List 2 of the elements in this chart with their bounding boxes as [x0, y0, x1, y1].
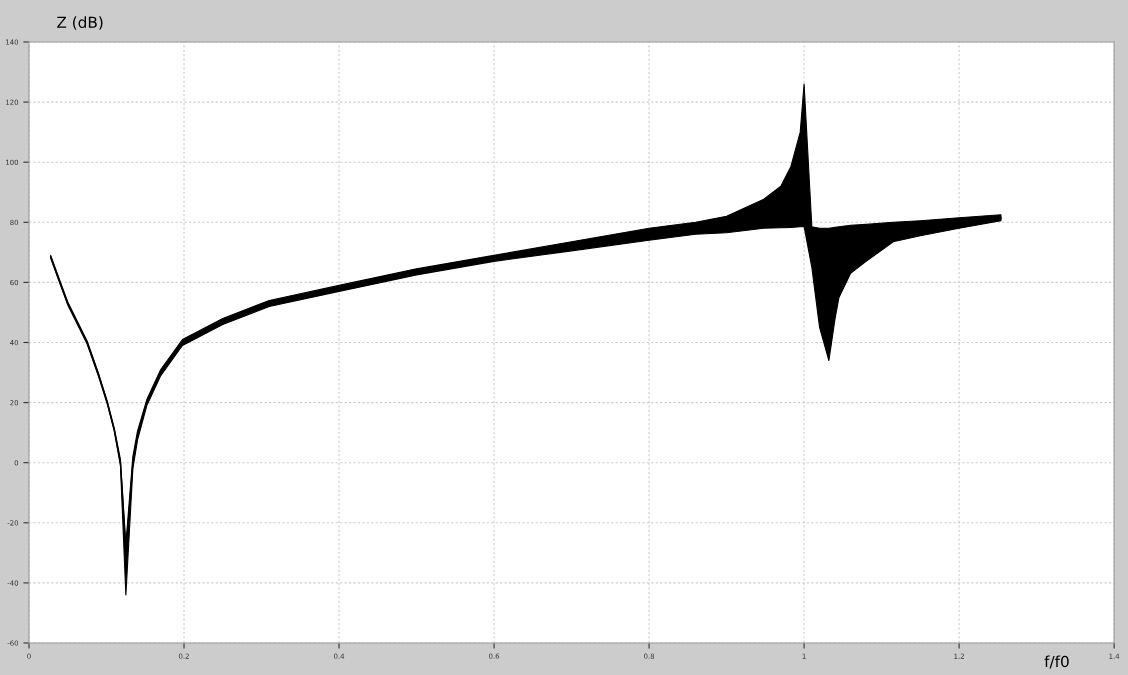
x-axis-title: f/f0: [1044, 655, 1069, 669]
y-axis-title: Z (dB): [57, 16, 103, 30]
